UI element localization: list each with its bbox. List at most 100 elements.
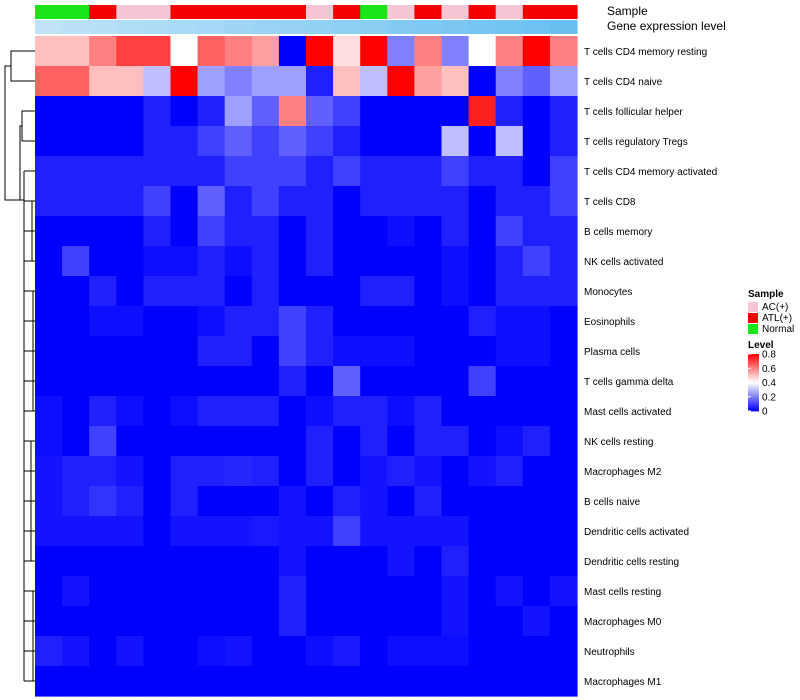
heatmap-cell — [549, 486, 578, 517]
heatmap-cell — [170, 306, 199, 337]
heatmap-cell — [224, 216, 253, 247]
heatmap-cell — [522, 516, 551, 547]
heatmap-cell — [35, 366, 63, 397]
heatmap-cell — [278, 276, 307, 307]
sample-annotation-cell — [224, 5, 253, 19]
heatmap-cell — [387, 66, 415, 97]
level-legend: Level 0.8 0.6 0.4 0.2 0 — [748, 340, 776, 418]
heatmap-cell — [143, 576, 172, 607]
heatmap-cell — [62, 276, 90, 307]
heatmap-cell — [197, 366, 226, 397]
heatmap-cell — [251, 396, 280, 427]
heatmap-cell — [62, 576, 90, 607]
gene-expression-annotation-cell — [116, 20, 144, 34]
row-label: T cells regulatory Tregs — [584, 137, 688, 148]
heatmap-cell — [360, 486, 388, 517]
level-legend-gradient-step — [748, 386, 759, 389]
sample-annotation-cell — [306, 5, 334, 19]
heatmap-cell — [170, 96, 199, 127]
dendrogram-branch — [4, 65, 22, 201]
heatmap-cell — [35, 606, 63, 637]
heatmap-cell — [89, 36, 117, 67]
heatmap-cell — [414, 516, 443, 547]
heatmap-cell — [414, 456, 443, 487]
heatmap-cell — [89, 516, 117, 547]
heatmap-cell — [35, 36, 63, 67]
heatmap-cell — [278, 366, 307, 397]
heatmap-cell — [441, 126, 470, 157]
heatmap-cell — [62, 546, 90, 577]
heatmap-cell — [495, 126, 524, 157]
heatmap-cell — [116, 546, 144, 577]
heatmap-cell — [441, 36, 470, 67]
heatmap-cell — [495, 546, 524, 577]
heatmap-cell — [62, 636, 90, 667]
heatmap-cell — [251, 366, 280, 397]
heatmap-cell — [116, 66, 144, 97]
heatmap-cell — [522, 36, 551, 67]
heatmap-cell — [143, 666, 172, 697]
heatmap-cell — [62, 606, 90, 637]
heatmap-cell — [89, 306, 117, 337]
heatmap-cell — [441, 306, 470, 337]
heatmap-cell — [89, 246, 117, 277]
heatmap-cell — [116, 216, 144, 247]
heatmap-cell — [333, 516, 361, 547]
heatmap-cell — [35, 186, 63, 217]
sample-legend-swatch — [748, 302, 758, 312]
heatmap-cell — [62, 126, 90, 157]
heatmap-cell — [441, 276, 470, 307]
heatmap-cell — [251, 516, 280, 547]
heatmap-cell — [522, 546, 551, 577]
gene-expression-annotation-cell — [441, 20, 470, 34]
row-label: Mast cells activated — [584, 407, 671, 418]
row-label: Macrophages M0 — [584, 617, 662, 628]
heatmap-cell — [441, 546, 470, 577]
level-legend-gradient-step — [748, 399, 759, 402]
row-label: T cells CD4 memory resting — [584, 47, 707, 58]
gene-expression-annotation-cell — [224, 20, 253, 34]
level-legend-tick-label: 0.2 — [762, 392, 776, 403]
heatmap-cell — [89, 426, 117, 457]
heatmap-cell — [549, 336, 578, 367]
heatmap-cell — [278, 456, 307, 487]
heatmap-cell — [306, 426, 334, 457]
heatmap-cell — [251, 486, 280, 517]
level-legend-gradient-step — [748, 359, 759, 362]
heatmap-cell — [333, 36, 361, 67]
heatmap-cell — [333, 66, 361, 97]
heatmap-cell — [306, 246, 334, 277]
heatmap-cell — [360, 606, 388, 637]
heatmap-cell — [333, 276, 361, 307]
sample-annotation-cell — [549, 5, 578, 19]
heatmap-cell — [387, 516, 415, 547]
heatmap-cell — [35, 516, 63, 547]
heatmap-cell — [468, 546, 497, 577]
heatmap-cell — [197, 576, 226, 607]
heatmap-cell — [360, 246, 388, 277]
heatmap-cell — [116, 366, 144, 397]
heatmap-cell — [251, 36, 280, 67]
heatmap-cell — [197, 126, 226, 157]
heatmap-cell — [306, 366, 334, 397]
heatmap-cell — [170, 636, 199, 667]
heatmap-cell — [387, 576, 415, 607]
heatmap-cell — [251, 216, 280, 247]
level-legend-gradient-step — [748, 383, 759, 386]
heatmap-cell — [170, 666, 199, 697]
heatmap-cell — [197, 516, 226, 547]
heatmap-cell — [197, 96, 226, 127]
heatmap-cell — [278, 426, 307, 457]
heatmap-cell — [468, 456, 497, 487]
level-legend-gradient-step — [748, 365, 759, 368]
level-legend-gradient-step — [748, 395, 759, 398]
heatmap-cell — [251, 576, 280, 607]
heatmap-cell — [224, 516, 253, 547]
heatmap-cell — [522, 216, 551, 247]
heatmap-cell — [333, 456, 361, 487]
sample-annotation-cell — [387, 5, 415, 19]
row-dendrogram — [4, 50, 35, 682]
heatmap-cell — [387, 636, 415, 667]
gene-expression-annotation-label: Gene expression level — [607, 19, 726, 33]
sample-annotation-cell — [62, 5, 90, 19]
